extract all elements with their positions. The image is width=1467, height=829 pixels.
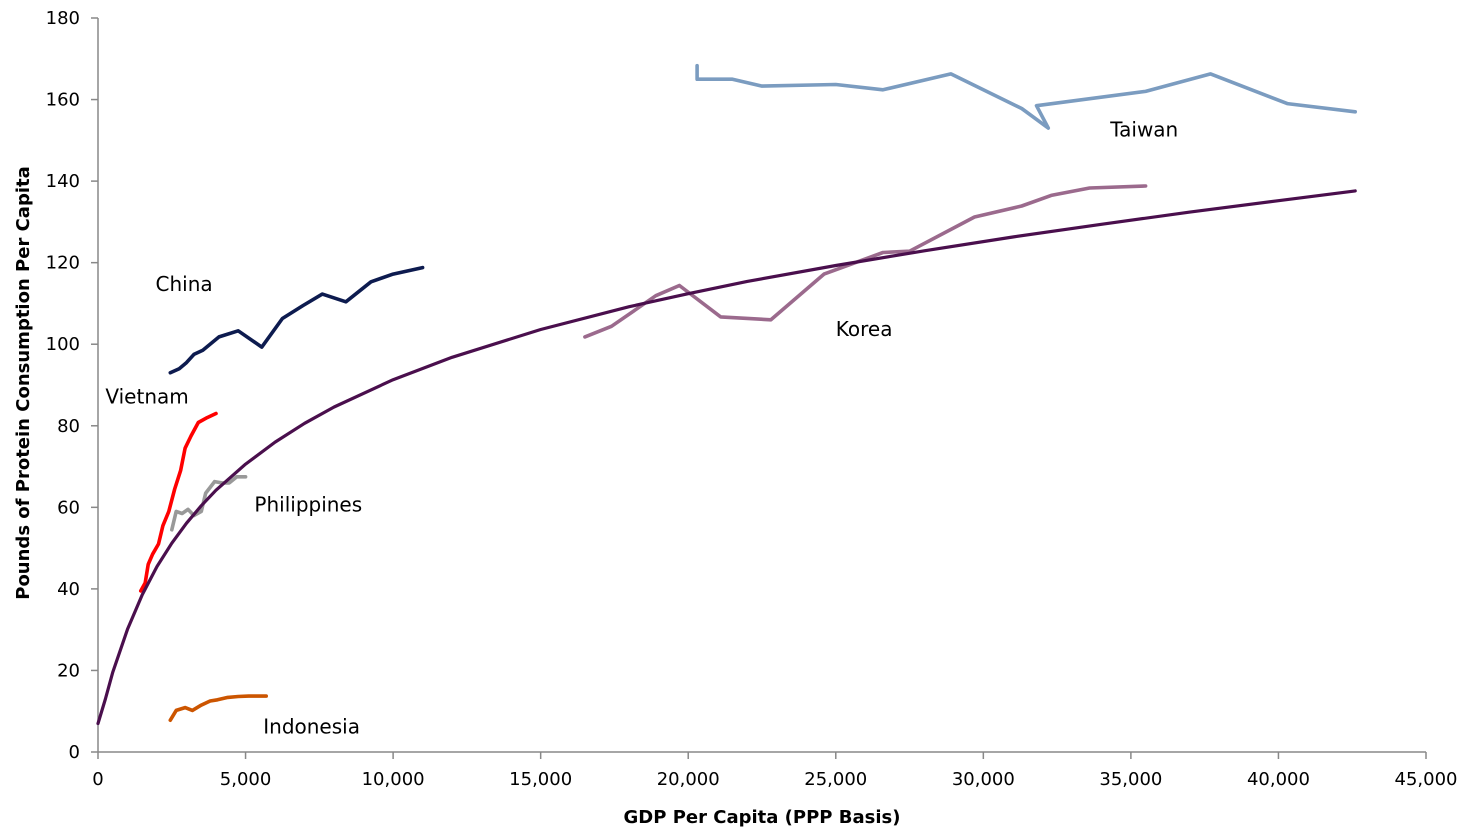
series-label-korea: Korea — [836, 317, 893, 341]
x-tick-label: 40,000 — [1247, 769, 1310, 790]
y-tick-label: 40 — [57, 579, 80, 600]
series-label-vietnam: Vietnam — [105, 384, 188, 408]
series-line-philippines — [170, 474, 248, 532]
y-tick-label: 140 — [46, 171, 80, 192]
y-tick-label: 80 — [57, 416, 80, 437]
x-tick-label: 30,000 — [952, 769, 1015, 790]
x-axis-title: GDP Per Capita (PPP Basis) — [624, 807, 901, 828]
series-labels: China Vietnam Philippines Indonesia Korea Tai… — [105, 117, 1178, 738]
x-tick-label: 45,000 — [1395, 769, 1458, 790]
x-tick-label: 5,000 — [220, 769, 272, 790]
y-tick-label: 100 — [46, 334, 80, 355]
x-tick-label: 15,000 — [509, 769, 572, 790]
x-tick-label: 10,000 — [362, 769, 425, 790]
series-label-philippines: Philippines — [254, 492, 362, 516]
series-label-taiwan: Taiwan — [1109, 117, 1178, 141]
series-line-china — [168, 265, 425, 375]
y-axis-title: Pounds of Protein Consumption Per Capita — [13, 166, 34, 600]
y-tick-label: 160 — [46, 90, 80, 111]
y-tick-label: 180 — [46, 8, 80, 29]
x-tick-label: 35,000 — [1099, 769, 1162, 790]
y-tick-label: 120 — [46, 253, 80, 274]
series-label-china: China — [156, 272, 213, 296]
series-label-indonesia: Indonesia — [263, 715, 360, 739]
x-tick-label: 20,000 — [657, 769, 720, 790]
y-tick-label: 20 — [57, 660, 80, 681]
x-tick-label: 0 — [92, 769, 103, 790]
series-line-indonesia — [168, 694, 269, 723]
axes: 0 20 40 60 80 100 120 140 160 180 0 5,000 10,000 15,0… — [46, 8, 1458, 790]
x-tick-label: 25,000 — [804, 769, 867, 790]
y-tick-label: 0 — [69, 742, 80, 763]
y-tick-label: 60 — [57, 497, 80, 518]
series-line-vietnam — [139, 411, 218, 593]
series-line-taiwan — [695, 63, 1357, 130]
trend-line — [96, 189, 1357, 726]
plot-series — [96, 63, 1357, 726]
